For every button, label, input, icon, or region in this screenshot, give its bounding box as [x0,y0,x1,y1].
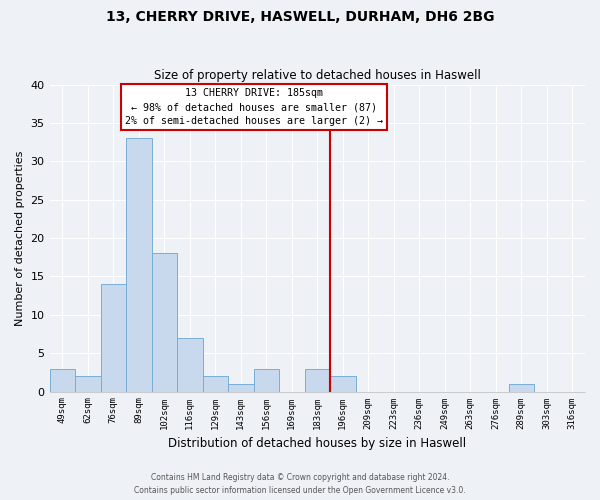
Bar [305,368,330,392]
X-axis label: Distribution of detached houses by size in Haswell: Distribution of detached houses by size … [168,437,466,450]
Bar [330,376,356,392]
Text: 13, CHERRY DRIVE, HASWELL, DURHAM, DH6 2BG: 13, CHERRY DRIVE, HASWELL, DURHAM, DH6 2… [106,10,494,24]
Bar [126,138,152,392]
Bar [152,254,177,392]
Bar [254,368,279,392]
Bar [101,284,126,392]
Y-axis label: Number of detached properties: Number of detached properties [15,150,25,326]
Bar [228,384,254,392]
Text: Contains HM Land Registry data © Crown copyright and database right 2024.
Contai: Contains HM Land Registry data © Crown c… [134,474,466,495]
Bar [177,338,203,392]
Title: Size of property relative to detached houses in Haswell: Size of property relative to detached ho… [154,69,481,82]
Bar [203,376,228,392]
Bar [509,384,534,392]
Bar [50,368,75,392]
Bar [75,376,101,392]
Text: 13 CHERRY DRIVE: 185sqm
← 98% of detached houses are smaller (87)
2% of semi-det: 13 CHERRY DRIVE: 185sqm ← 98% of detache… [125,88,383,126]
